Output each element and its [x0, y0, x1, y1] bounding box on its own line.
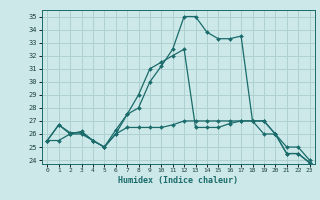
X-axis label: Humidex (Indice chaleur): Humidex (Indice chaleur): [118, 176, 238, 185]
